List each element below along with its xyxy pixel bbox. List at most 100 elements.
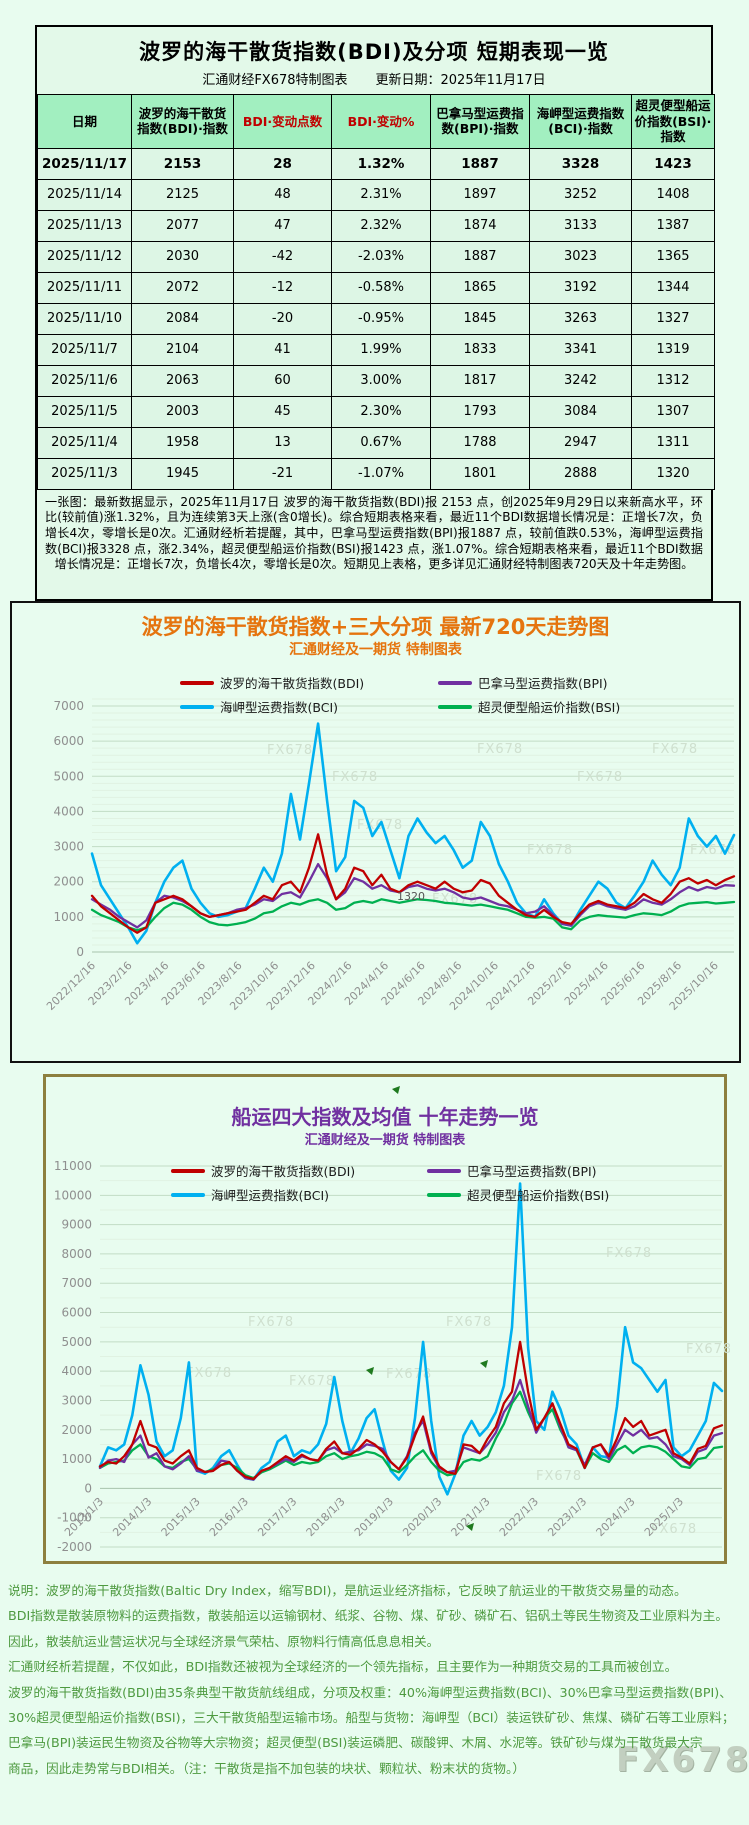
chart-720d-plot: 0 1000 2000 3000 4000 5000 6000 7000 FX678 FX678 F… bbox=[44, 698, 736, 1013]
table-cell: 2153 bbox=[131, 147, 234, 180]
table-cell: 1793 bbox=[430, 395, 530, 428]
table-cell: 1887 bbox=[430, 240, 530, 273]
legend-item-bsi: 超灵便型船运价指数(BSI) bbox=[427, 1187, 610, 1203]
table-cell: -42 bbox=[233, 240, 332, 273]
legend-swatch-bsi bbox=[438, 704, 472, 709]
x-tick-label: 2022/12/16 bbox=[44, 959, 98, 1013]
table-cell: 1897 bbox=[430, 178, 530, 211]
bdi-short-term-panel: 波罗的海干散货指数(BDI)及分项 短期表现一览 汇通财经FX678特制图表 更新… bbox=[35, 25, 715, 601]
table-cell: 48 bbox=[233, 178, 332, 211]
table-cell: 3084 bbox=[529, 395, 632, 428]
table-cell: 2025/11/10 bbox=[37, 302, 132, 335]
legend-label: 超灵便型船运价指数(BSI) bbox=[467, 1188, 610, 1203]
fx678-chart-watermark: FX678 bbox=[686, 1342, 730, 1357]
table-cell: 3023 bbox=[529, 240, 632, 273]
table-cell: 1307 bbox=[631, 395, 715, 428]
legend-item-bci: 海岬型运费指数(BCI) bbox=[171, 1187, 427, 1203]
y-tick-label: 0 bbox=[84, 1481, 92, 1495]
table-cell: 2025/11/4 bbox=[37, 426, 132, 459]
y-tick-label: 6000 bbox=[61, 1306, 92, 1320]
table-subtitle-source: 汇通财经FX678特制图表 bbox=[202, 73, 348, 88]
y-tick-label: 4000 bbox=[53, 804, 84, 818]
column-header: 波罗的海干散货指数(BDI)·指数 bbox=[131, 94, 234, 149]
table-row: 2025/11/10 2084 -20 -0.95% 1845 3263 1327 bbox=[37, 302, 715, 335]
table-row: 2025/11/3 1945 -21 -1.07% 1801 2888 1320 bbox=[37, 457, 715, 490]
table-cell: 1365 bbox=[631, 240, 715, 273]
table-cell: 60 bbox=[233, 364, 332, 397]
legend-label: 波罗的海干散货指数(BDI) bbox=[220, 676, 365, 691]
table-cell: 2025/11/12 bbox=[37, 240, 132, 273]
footer-line: 商品，因此走势常与BDI相关。（注：干散货是指不加包装的块状、颗粒状、粉末状的货… bbox=[8, 1760, 526, 1776]
bdi-line bbox=[98, 1340, 724, 1481]
table-cell: 1387 bbox=[631, 209, 715, 242]
table-cell: 2025/11/14 bbox=[37, 178, 132, 211]
table-cell: 1845 bbox=[430, 302, 530, 335]
table-cell: 1312 bbox=[631, 364, 715, 397]
table-row: 2025/11/4 1958 13 0.67% 1788 2947 1311 bbox=[37, 426, 715, 459]
green-cursor-mark bbox=[466, 1523, 474, 1531]
legend-swatch-bsi bbox=[427, 1192, 461, 1197]
y-tick-label: -2000 bbox=[57, 1540, 92, 1554]
footer-line: 波罗的海干散货指数(BDI)由35条典型干散货航线组成，分项及权重：40%海岬型… bbox=[8, 1684, 732, 1700]
y-tick-label: 2000 bbox=[53, 875, 84, 889]
chart-10y-title: 船运四大指数及均值 十年走势一览 bbox=[231, 1105, 539, 1129]
table-cell: 28 bbox=[233, 147, 332, 180]
fx678-chart-watermark: FX678 bbox=[186, 1366, 232, 1381]
column-header: BDI·变动% bbox=[331, 94, 431, 149]
y-tick-label: 11000 bbox=[54, 1159, 92, 1173]
legend-item-bsi: 超灵便型船运价指数(BSI) bbox=[438, 699, 620, 715]
green-cursor-mark bbox=[480, 1360, 488, 1368]
table-cell: 1311 bbox=[631, 426, 715, 459]
y-tick-label: 3000 bbox=[61, 1393, 92, 1407]
table-cell: 1817 bbox=[430, 364, 530, 397]
legend-swatch-bci bbox=[171, 1192, 205, 1197]
footer-line: 巴拿马(BPI)装运民生物资及谷物等大宗物资；超灵便型(BSI)装运磷肥、碳酸钾… bbox=[8, 1735, 703, 1751]
legend-item-bci: 海岬型运费指数(BCI) bbox=[180, 699, 438, 715]
y-tick-label: 8000 bbox=[61, 1247, 92, 1261]
fx678-chart-watermark: FX678 bbox=[332, 770, 378, 785]
fx678-chart-watermark: FX678 bbox=[248, 1315, 294, 1330]
y-tick-label: 6000 bbox=[53, 734, 84, 748]
legend-label: 波罗的海干散货指数(BDI) bbox=[211, 1164, 356, 1179]
table-row: 2025/11/14 2125 48 2.31% 1897 3252 1408 bbox=[37, 178, 715, 211]
fx678-chart-watermark: FX678 bbox=[651, 1522, 697, 1537]
legend-swatch-bci bbox=[180, 704, 214, 709]
table-cell: 2947 bbox=[529, 426, 632, 459]
table-row: 2025/11/6 2063 60 3.00% 1817 3242 1312 bbox=[37, 364, 715, 397]
table-cell: 1865 bbox=[430, 271, 530, 304]
table-cell: 1.32% bbox=[331, 147, 431, 180]
table-cell: 1801 bbox=[430, 457, 530, 490]
legend-swatch-bdi bbox=[171, 1168, 205, 1173]
table-cell: 2077 bbox=[131, 209, 234, 242]
column-header: 超灵便型船运价指数(BSI)·指数 bbox=[631, 94, 715, 149]
table-cell: 3263 bbox=[529, 302, 632, 335]
chart-10y-subtitle: 汇通财经及一期货 特制图表 bbox=[304, 1133, 466, 1148]
table-cell: 2025/11/5 bbox=[37, 395, 132, 428]
column-header: 巴拿马型运费指数(BPI)·指数 bbox=[430, 94, 530, 149]
summary-paragraph: 一张图：最新数据显示，2025年11月17日 波罗的海干散货指数(BDI)报 2… bbox=[45, 494, 703, 572]
table-cell: 2104 bbox=[131, 333, 234, 366]
legend-item-bpi: 巴拿马型运费指数(BPI) bbox=[438, 675, 620, 691]
fx678-watermark: FX678 bbox=[616, 1740, 749, 1780]
chart-720d-legend: 波罗的海干散货指数(BDI) 巴拿马型运费指数(BPI) 海岬型运费指数(BCI) 超… bbox=[180, 675, 620, 715]
table-cell: 3133 bbox=[529, 209, 632, 242]
legend-swatch-bpi bbox=[427, 1168, 461, 1173]
legend-label: 巴拿马型运费指数(BPI) bbox=[478, 676, 608, 691]
plot-area: 0 1000 2000 3000 4000 5000 6000 7000 FX678 FX678 F… bbox=[44, 698, 736, 1013]
y-tick-label: 9000 bbox=[61, 1218, 92, 1232]
column-header: 海岬型运费指数(BCI)·指数 bbox=[529, 94, 632, 149]
chart-720d-subtitle: 汇通财经及一期货 特制图表 bbox=[289, 642, 462, 658]
chart-10y-panel: 船运四大指数及均值 十年走势一览 汇通财经及一期货 特制图表 波罗的海干散货指数… bbox=[43, 1074, 730, 1564]
table-cell: 2072 bbox=[131, 271, 234, 304]
column-header: 日期 bbox=[37, 94, 132, 149]
table-cell: 2888 bbox=[529, 457, 632, 490]
table-cell: 2025/11/11 bbox=[37, 271, 132, 304]
table-cell: 2025/11/17 bbox=[37, 147, 132, 180]
table-cell: 1.99% bbox=[331, 333, 431, 366]
table-row: 2025/11/12 2030 -42 -2.03% 1887 3023 1365 bbox=[37, 240, 715, 273]
fx678-chart-watermark: FX678 bbox=[446, 1315, 492, 1330]
y-tick-label: -1000 bbox=[57, 1511, 92, 1525]
legend-label: 海岬型运费指数(BCI) bbox=[211, 1188, 330, 1203]
table-row: 2025/11/7 2104 41 1.99% 1833 3341 1319 bbox=[37, 333, 715, 366]
